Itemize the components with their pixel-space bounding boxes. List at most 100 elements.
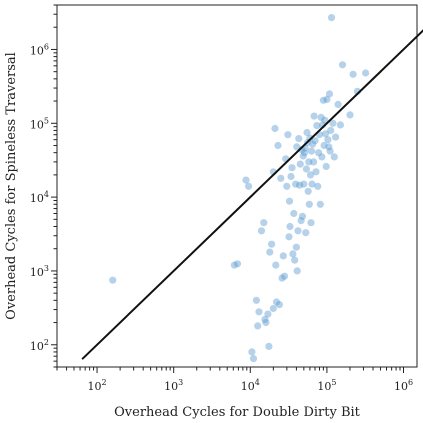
data-point xyxy=(308,180,316,188)
data-point xyxy=(302,165,310,173)
data-point xyxy=(362,69,370,77)
data-point xyxy=(322,162,330,171)
data-point xyxy=(279,252,287,260)
y-tick-label: 105 xyxy=(30,116,49,131)
data-point xyxy=(318,153,326,161)
data-point xyxy=(230,261,238,269)
data-point xyxy=(289,250,297,258)
data-point xyxy=(312,168,320,176)
data-point xyxy=(293,267,301,275)
data-point xyxy=(264,310,272,318)
data-point xyxy=(286,222,294,231)
data-point xyxy=(272,261,280,269)
data-point xyxy=(307,147,316,155)
data-point xyxy=(306,171,315,179)
data-point xyxy=(330,153,338,161)
data-point xyxy=(268,240,276,248)
data-point xyxy=(297,217,305,225)
data-point xyxy=(319,96,327,104)
data-point xyxy=(334,100,342,108)
data-point xyxy=(303,128,311,137)
data-point xyxy=(252,296,260,304)
data-point xyxy=(300,149,309,157)
data-point xyxy=(309,140,317,148)
data-point xyxy=(296,181,304,189)
reference-line xyxy=(81,29,423,360)
data-point xyxy=(285,233,293,241)
data-point xyxy=(287,172,295,181)
data-point xyxy=(260,219,268,227)
data-point xyxy=(245,182,253,190)
x-axis-title: Overhead Cycles for Double Dirty Bit xyxy=(114,405,361,420)
data-point xyxy=(271,124,279,133)
data-point xyxy=(233,260,242,268)
data-point xyxy=(302,229,310,237)
data-point xyxy=(321,130,330,138)
x-tick-label: 106 xyxy=(394,378,413,393)
data-point xyxy=(257,227,266,235)
data-point xyxy=(310,158,318,166)
data-point xyxy=(336,121,344,129)
data-point xyxy=(326,147,334,155)
y-tick-label: 103 xyxy=(30,264,49,279)
data-point xyxy=(313,122,321,130)
data-point xyxy=(325,143,333,151)
data-point xyxy=(300,180,308,188)
data-point xyxy=(346,111,354,119)
data-point xyxy=(277,174,285,182)
data-point xyxy=(275,301,283,309)
data-point xyxy=(315,149,323,157)
data-point xyxy=(327,126,335,134)
plot-frame xyxy=(56,4,418,368)
data-point xyxy=(306,134,314,142)
x-tick-label: 102 xyxy=(88,378,107,393)
data-point xyxy=(317,113,325,121)
data-point xyxy=(280,272,289,280)
x-tick-label: 105 xyxy=(317,378,336,393)
data-point xyxy=(316,200,324,208)
data-point xyxy=(278,274,286,282)
y-tick-label: 106 xyxy=(30,42,49,57)
y-tick-label: 104 xyxy=(30,190,49,205)
data-point xyxy=(299,152,307,160)
data-point xyxy=(266,248,274,256)
data-point xyxy=(320,141,328,150)
x-tick-label: 103 xyxy=(164,378,183,393)
data-point xyxy=(311,137,319,145)
data-point xyxy=(254,322,262,330)
data-point xyxy=(261,315,269,324)
data-point xyxy=(291,256,299,264)
data-point xyxy=(269,304,277,313)
y-tick-label: 102 xyxy=(30,338,49,353)
data-point xyxy=(292,243,300,251)
data-point xyxy=(321,116,329,124)
data-point xyxy=(298,212,307,220)
data-point xyxy=(332,133,340,141)
data-point xyxy=(288,164,296,172)
data-point xyxy=(262,318,270,327)
data-point xyxy=(304,187,312,195)
data-point xyxy=(274,141,282,150)
data-point xyxy=(327,14,336,22)
y-axis-ticks: 102 103 104 105 106 xyxy=(30,4,57,368)
data-point xyxy=(249,355,258,363)
x-tick-label: 104 xyxy=(241,378,260,393)
data-point xyxy=(305,200,313,208)
data-point xyxy=(349,70,357,78)
data-point xyxy=(292,180,300,188)
data-point xyxy=(338,61,347,69)
data-point xyxy=(248,348,256,356)
data-point xyxy=(323,95,331,104)
data-point xyxy=(295,135,303,143)
data-point xyxy=(283,182,291,190)
data-point xyxy=(109,276,117,284)
data-point xyxy=(305,158,313,166)
data-point xyxy=(325,90,334,98)
data-point xyxy=(294,227,302,235)
data-point xyxy=(272,298,281,306)
data-point xyxy=(285,197,294,205)
data-point xyxy=(284,131,292,139)
data-point xyxy=(307,219,315,227)
data-point xyxy=(255,308,263,316)
y-axis-title: Overhead Cycles for Spineless Traversal xyxy=(4,52,19,320)
